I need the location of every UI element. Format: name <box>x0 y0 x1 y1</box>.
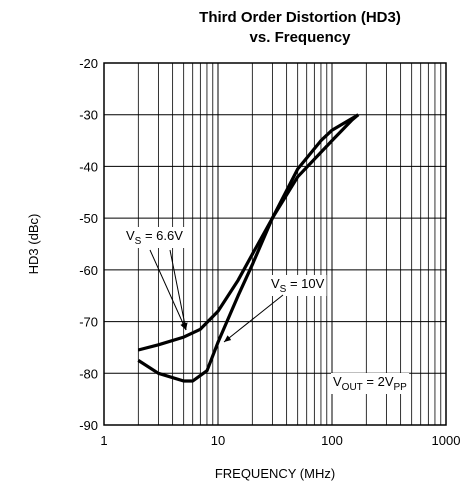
y-tick-label: -70 <box>79 315 98 330</box>
annotation-bg <box>124 227 186 248</box>
annotation: VOUT = 2VPP <box>333 374 407 393</box>
x-label: FREQUENCY (MHz) <box>215 466 335 481</box>
y-tick-label: -60 <box>79 263 98 278</box>
annotation: VS = 6.6V <box>126 228 183 247</box>
x-tick-label: 1000 <box>432 433 461 448</box>
annotation-part: V <box>126 228 135 243</box>
y-tick-label: -80 <box>79 366 98 381</box>
annotation-arrow <box>169 249 188 331</box>
y-tick-label: -40 <box>79 159 98 174</box>
annotation-part: S <box>280 284 287 295</box>
annotation-bg <box>331 373 410 394</box>
annotation-arrow <box>223 294 284 343</box>
annotation-part: S <box>135 236 142 247</box>
annotation-part: V <box>271 276 280 291</box>
annotation-part: OUT <box>342 382 363 393</box>
annotation-part: = 2V <box>363 374 394 389</box>
y-tick-label: -20 <box>79 56 98 71</box>
y-tick-label: -50 <box>79 211 98 226</box>
x-tick-label: 100 <box>321 433 343 448</box>
y-label: HD3 (dBc) <box>26 214 41 275</box>
annotation-bg <box>269 275 327 296</box>
title: Third Order Distortion (HD3) <box>199 9 401 26</box>
plot-frame <box>103 62 447 426</box>
x-tick-label: 10 <box>211 433 225 448</box>
annotation-part: = 6.6V <box>141 228 183 243</box>
y-tick-label: -30 <box>79 108 98 123</box>
series-line <box>137 113 360 352</box>
x-tick-label: 1 <box>100 433 107 448</box>
annotation-arrow <box>149 249 187 331</box>
series-line <box>137 113 360 383</box>
annotation-part: = 10V <box>286 276 324 291</box>
annotation-part: PP <box>394 382 408 393</box>
title: vs. Frequency <box>250 29 352 46</box>
y-tick-label: -90 <box>79 418 98 433</box>
annotation: VS = 10V <box>271 276 325 295</box>
annotation-part: V <box>333 374 342 389</box>
